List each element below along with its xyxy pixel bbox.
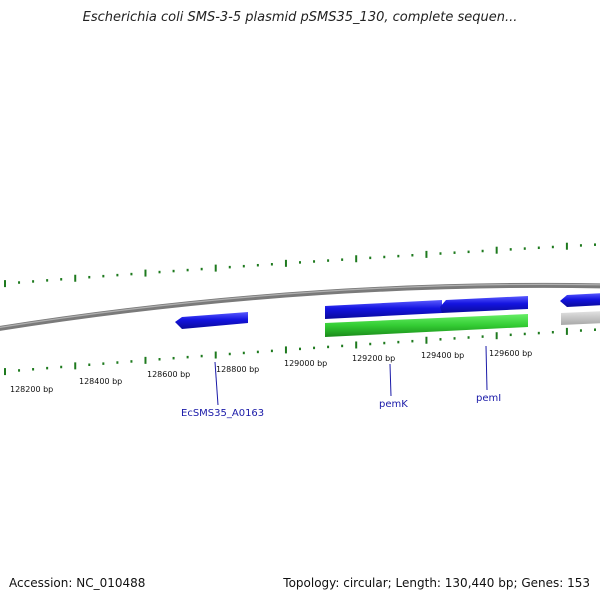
scale-label: 128600 bp [147,370,190,379]
leader-line-ecsms35-a0163 [214,361,219,406]
map-title: Escherichia coli SMS-3-5 plasmid pSMS35_… [82,10,518,25]
outer-tick-ring [4,242,596,288]
scale-label: 128400 bp [79,377,122,386]
scale-label: 129200 bp [352,354,395,363]
plasmid-backbone-highlight [0,283,600,329]
feature-gray[interactable] [561,311,600,325]
plasmid-backbone [0,282,600,331]
scale-label: 129400 bp [421,351,464,360]
gene-peml[interactable] [440,296,528,313]
leader-line-pemk [389,363,392,397]
gene-label-ecsms35-a0163[interactable]: EcSMS35_A0163 [181,408,264,419]
gene-ecsms35-a0163[interactable] [175,312,248,329]
summary-text: Topology: circular; Length: 130,440 bp; … [283,576,590,590]
leader-line-peml [485,345,488,391]
accession-text: Accession: NC_010488 [9,576,146,590]
scale-label: 128800 bp [216,365,259,374]
scale-label: 129000 bp [284,359,327,368]
cds-reverse-green[interactable] [325,314,528,337]
gene-label-peml[interactable]: pemI [476,393,501,404]
inner-scale-ticks [4,327,596,376]
gene-edge-right[interactable] [560,293,600,307]
scale-label: 129600 bp [489,349,532,358]
gene-label-pemk[interactable]: pemK [379,399,408,410]
scale-label: 128200 bp [10,385,53,394]
gene-pemk[interactable] [325,300,442,319]
